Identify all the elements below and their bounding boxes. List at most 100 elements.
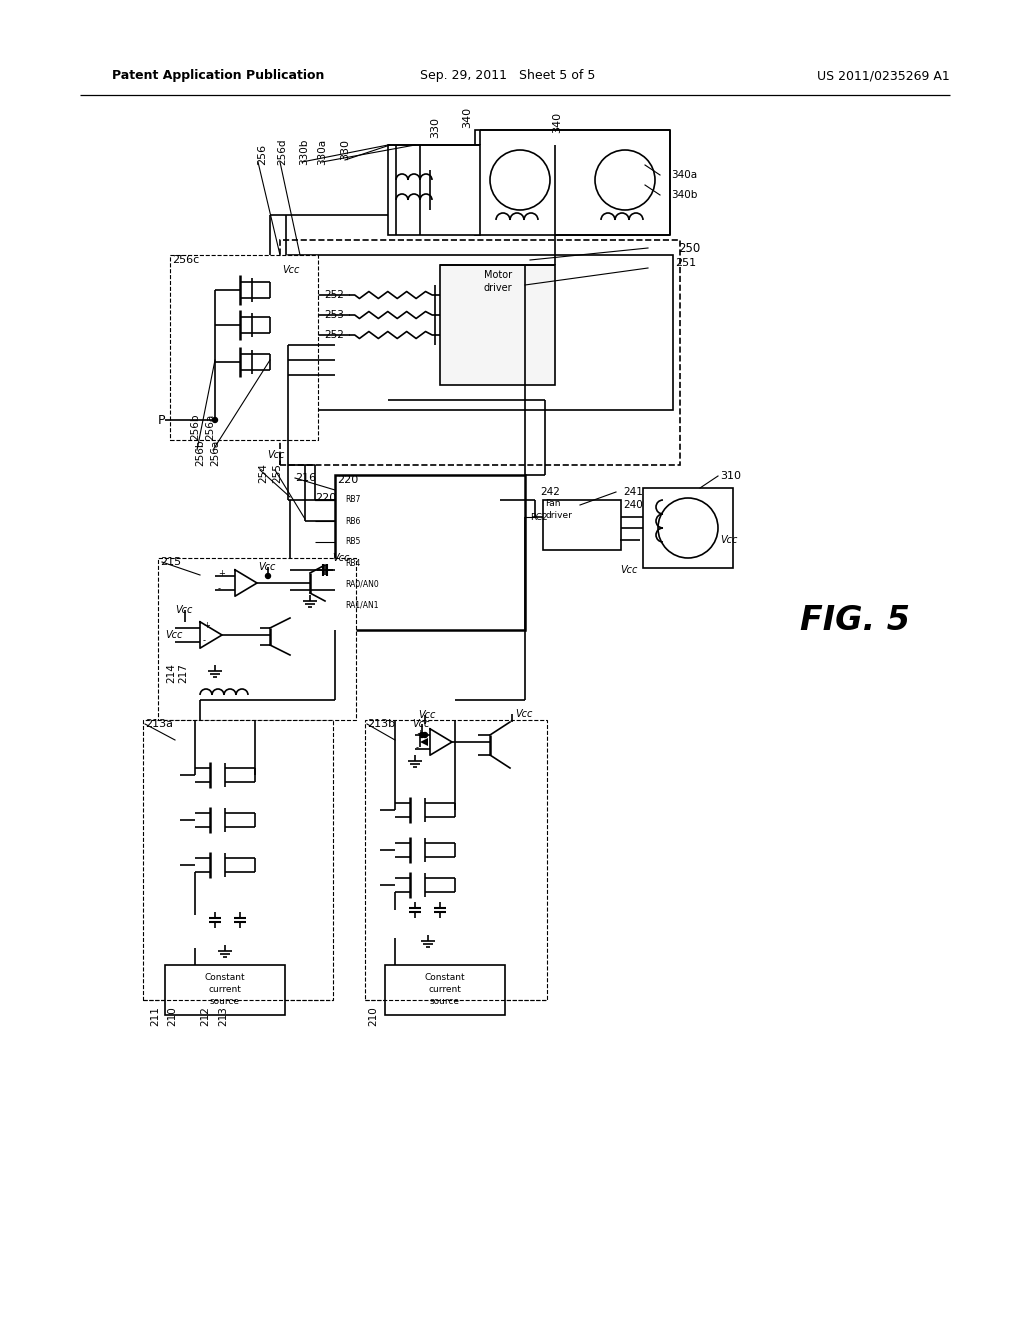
Bar [170,255,318,440]
Text: RB6: RB6 [345,516,360,525]
Text: Vcc: Vcc [267,450,285,459]
Text: FIG. 5: FIG. 5 [800,603,910,636]
Bar [143,719,333,1001]
Text: P: P [158,413,166,426]
Text: 220: 220 [315,492,336,503]
Text: RC2: RC2 [530,512,548,521]
Circle shape [595,150,655,210]
Text: +: + [416,729,423,738]
Circle shape [658,498,718,558]
Text: 330a: 330a [317,139,327,165]
Text: 242: 242 [540,487,560,498]
Text: Vcc: Vcc [258,562,275,572]
Text: -: - [218,585,221,594]
Text: Vcc: Vcc [165,630,182,640]
Circle shape [265,573,270,578]
Text: driver: driver [483,282,512,293]
Text: 256b: 256b [195,440,205,466]
Text: 214: 214 [166,663,176,682]
Text: 213b: 213b [367,719,395,729]
Text: 240: 240 [623,500,643,510]
Text: Vcc: Vcc [515,709,532,719]
Bar [335,475,525,630]
Bar [288,255,673,411]
Text: RB7: RB7 [345,495,360,504]
Text: 310: 310 [720,471,741,480]
Text: +: + [203,622,210,631]
Bar [643,488,733,568]
Text: 217: 217 [178,663,188,682]
Text: RB4: RB4 [345,558,360,568]
Bar [475,129,670,235]
Text: 216: 216 [295,473,316,483]
Circle shape [420,733,425,738]
Text: 213a: 213a [145,719,173,729]
Text: US 2011/0235269 A1: US 2011/0235269 A1 [817,70,950,82]
Text: 250: 250 [678,242,700,255]
Text: +: + [218,569,225,578]
Text: 330b: 330b [299,139,309,165]
Text: 213: 213 [218,1006,228,1026]
Text: 251: 251 [675,257,696,268]
Text: 256: 256 [257,144,267,165]
Circle shape [213,417,217,422]
Bar [165,965,285,1015]
Text: 256c: 256c [172,255,200,265]
Text: 253: 253 [325,310,344,319]
Text: Vcc: Vcc [332,553,349,564]
Text: source: source [430,998,460,1006]
Text: 330: 330 [340,139,350,160]
Text: Vcc: Vcc [620,565,637,576]
Text: 254: 254 [258,463,268,483]
Text: 215: 215 [160,557,181,568]
Text: 210: 210 [167,1006,177,1026]
Text: 340: 340 [552,111,562,132]
Text: 252: 252 [325,290,344,300]
Text: Constant: Constant [425,974,465,982]
Bar [388,145,480,235]
Text: 256a: 256a [205,413,215,440]
Text: RB5: RB5 [345,537,360,546]
Bar [365,719,547,1001]
Text: -: - [203,636,206,645]
Text: driver: driver [545,511,571,520]
Text: 256b: 256b [190,413,200,440]
Text: current: current [209,986,242,994]
Text: RA1/AN1: RA1/AN1 [345,601,379,610]
Text: 340b: 340b [671,190,697,201]
Text: 252: 252 [325,330,344,341]
Text: 210: 210 [368,1006,378,1026]
Text: Vcc: Vcc [412,719,429,729]
Text: Sep. 29, 2011   Sheet 5 of 5: Sep. 29, 2011 Sheet 5 of 5 [420,70,595,82]
Bar [440,265,555,385]
Bar [543,500,621,550]
Text: source: source [210,998,240,1006]
Text: Fan: Fan [545,499,560,508]
Text: current: current [429,986,462,994]
Bar [385,965,505,1015]
Text: 340a: 340a [671,170,697,180]
Text: Vcc: Vcc [418,710,435,719]
Text: 340: 340 [462,107,472,128]
Text: Vcc: Vcc [175,605,193,615]
Circle shape [490,150,550,210]
Text: Constant: Constant [205,974,246,982]
Text: 212: 212 [200,1006,210,1026]
Text: Vcc: Vcc [720,535,737,545]
Text: Patent Application Publication: Patent Application Publication [112,70,325,82]
Text: 330: 330 [430,117,440,139]
Text: Motor: Motor [484,271,512,280]
Bar [158,558,356,719]
Text: 256d: 256d [278,139,287,165]
Circle shape [423,733,427,738]
Text: 211: 211 [150,1006,160,1026]
Text: 255: 255 [272,463,282,483]
Text: RA0/AN0: RA0/AN0 [345,579,379,589]
Text: Vcc: Vcc [282,265,299,275]
Text: -: - [416,743,419,752]
Bar [280,240,680,465]
Polygon shape [420,738,428,746]
Text: 256a: 256a [210,440,220,466]
Text: 220: 220 [337,475,358,484]
Text: 241: 241 [623,487,643,498]
